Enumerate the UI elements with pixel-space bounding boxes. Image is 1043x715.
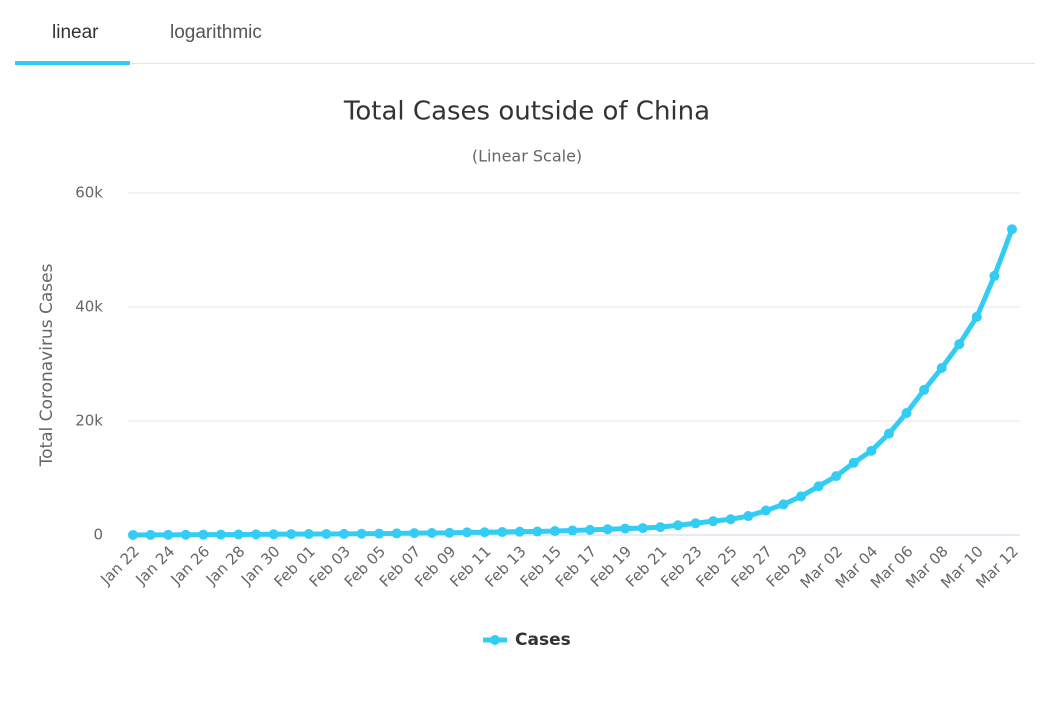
y-tick-label: 0	[93, 526, 103, 544]
point-marker	[391, 528, 402, 539]
point-marker	[796, 491, 807, 502]
point-marker	[901, 408, 912, 419]
series-line	[132, 228, 1015, 538]
point-marker	[954, 339, 965, 350]
y-tick-label: 60k	[75, 184, 103, 202]
point-marker	[743, 511, 754, 522]
x-tick-label: Jan 26	[167, 542, 214, 589]
tab[interactable]: logarithmic	[170, 22, 262, 43]
point-marker	[760, 505, 771, 516]
x-tick-label: Jan 28	[202, 542, 249, 589]
point-marker	[549, 526, 560, 537]
point-marker	[637, 523, 648, 534]
x-tick-label: Jan 24	[132, 542, 179, 589]
point-marker	[778, 499, 789, 510]
point-marker	[356, 528, 367, 539]
point-marker	[233, 529, 244, 540]
y-tick-label: 20k	[75, 412, 103, 430]
point-marker	[514, 526, 525, 537]
point-marker	[215, 529, 226, 540]
point-marker	[479, 527, 490, 538]
point-marker	[866, 445, 877, 456]
point-marker	[338, 528, 349, 539]
tab-bar: linear logarithmic	[15, 0, 1035, 65]
point-marker	[831, 471, 842, 482]
active-tab-indicator	[15, 61, 130, 65]
point-marker	[374, 528, 385, 539]
point-marker	[567, 525, 578, 536]
point-marker	[971, 311, 982, 322]
point-marker	[198, 529, 209, 540]
point-marker	[1007, 224, 1017, 235]
legend-label: Cases	[515, 630, 571, 650]
point-marker	[848, 457, 859, 468]
point-marker	[180, 529, 191, 540]
point-marker	[303, 529, 314, 540]
point-marker	[655, 522, 666, 533]
chart-title: Total Cases outside of China	[343, 97, 710, 127]
x-tick-label: Jan 22	[96, 542, 143, 589]
point-marker	[602, 524, 613, 535]
legend-marker	[490, 635, 500, 645]
point-marker	[813, 481, 824, 492]
point-marker	[128, 529, 138, 540]
point-marker	[919, 384, 930, 395]
point-marker	[444, 527, 455, 538]
y-tick-label: 40k	[75, 298, 103, 316]
point-marker	[426, 527, 437, 538]
point-marker	[585, 524, 596, 535]
y-axis-label: Total Coronavirus Cases	[37, 263, 57, 467]
point-marker	[268, 529, 279, 540]
point-marker	[286, 529, 297, 540]
point-marker	[672, 520, 683, 531]
point-marker	[725, 514, 736, 525]
point-marker	[883, 428, 894, 439]
point-marker	[989, 270, 1000, 281]
point-marker	[532, 526, 543, 537]
point-marker	[321, 528, 332, 539]
point-marker	[163, 529, 174, 540]
point-marker	[620, 523, 631, 534]
point-marker	[409, 528, 420, 539]
point-marker	[462, 527, 473, 538]
point-marker	[251, 529, 262, 540]
chart-subtitle: (Linear Scale)	[472, 147, 582, 166]
tab[interactable]: linear	[52, 22, 99, 43]
point-marker	[497, 527, 508, 538]
point-marker	[936, 363, 947, 374]
point-marker	[145, 529, 156, 540]
point-marker	[690, 518, 701, 529]
point-marker	[708, 516, 719, 527]
